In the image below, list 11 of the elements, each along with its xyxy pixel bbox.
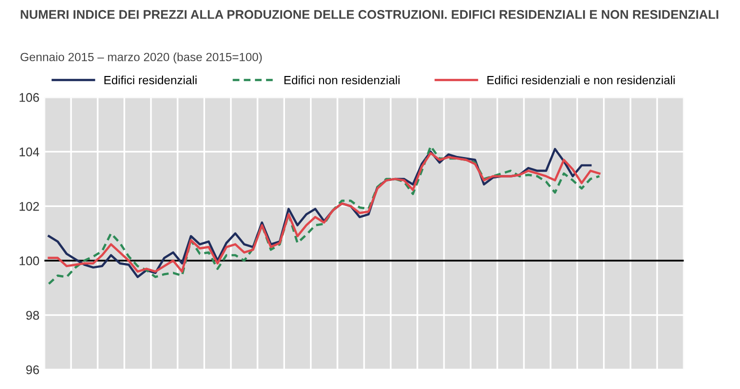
y-tick-label: 96 [26,365,39,374]
y-tick-label: 100 [20,256,40,266]
legend-label: Edifici residenziali [104,76,197,84]
y-tick-label: 104 [20,148,40,156]
y-tick-label: 98 [26,310,39,320]
chart-subtitle: Gennaio 2015 – marzo 2020 (base 2015=100) [20,52,262,64]
legend-label: Edifici non residenziali [284,76,400,84]
chart-title: NUMERI INDICE DEI PREZZI ALLA PRODUZIONE DELLE COSTRUZIONI. EDIFICI RESIDENZIALI E NON RESIDENZIALI [20,10,718,19]
y-tick-label: 106 [20,93,39,102]
y-tick-label: 102 [20,202,39,211]
legend-label: Edifici residenziali e non residenziali [487,76,675,84]
